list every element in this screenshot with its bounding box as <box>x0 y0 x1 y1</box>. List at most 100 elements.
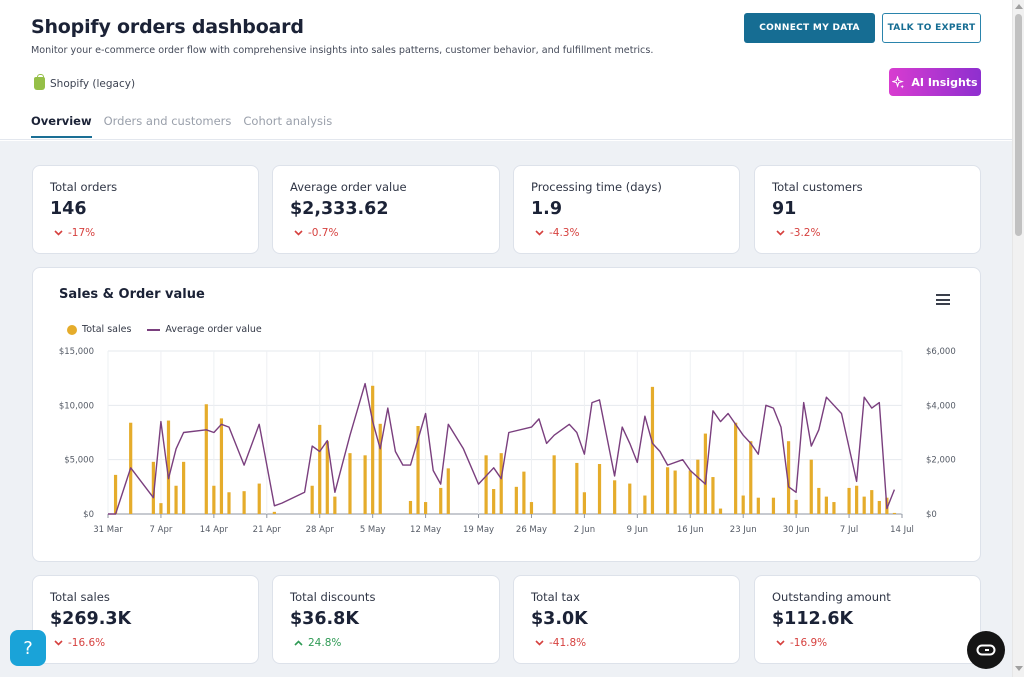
legend-label: Total sales <box>82 324 132 335</box>
y-left-tick-label: $15,000 <box>59 347 94 357</box>
scroll-up-arrow-icon[interactable] <box>1015 4 1023 9</box>
sales-bar <box>847 487 851 514</box>
sales-bar <box>257 483 261 514</box>
page-title: Shopify orders dashboard <box>31 16 304 38</box>
sales-bar <box>597 464 602 514</box>
kpi-delta: -16.9% <box>776 637 827 649</box>
kpi-label: Total tax <box>531 590 580 604</box>
sales-bar <box>416 425 420 514</box>
kpi-card-total-sales: Total sales $269.3K -16.6% <box>32 575 259 664</box>
ai-insights-label: AI Insights <box>911 75 978 89</box>
kpi-value: $3.0K <box>531 609 588 629</box>
kpi-delta-value: -4.3% <box>549 227 580 239</box>
x-tick-label: 31 Mar <box>93 525 123 535</box>
data-source[interactable]: Shopify (legacy) <box>34 74 135 90</box>
kpi-value: $2,333.62 <box>290 199 389 219</box>
legend-item-average-order-value[interactable]: Average order value <box>147 324 262 335</box>
average-order-value-line <box>108 382 896 515</box>
sales-bar <box>310 485 314 514</box>
kpi-label: Total orders <box>50 180 118 194</box>
kpi-delta-value: -16.6% <box>68 637 106 649</box>
sales-bar <box>794 499 798 514</box>
kpi-delta: -4.3% <box>535 227 579 239</box>
y-left-tick-label: $10,000 <box>59 401 94 411</box>
chevron-down-icon <box>776 640 785 646</box>
kpi-label: Average order value <box>290 180 407 194</box>
kpi-card-total-customers: Total customers 91 -3.2% <box>754 165 981 254</box>
x-tick-label: 14 Apr <box>200 525 229 535</box>
chevron-down-icon <box>535 230 544 236</box>
kpi-delta: -0.7% <box>294 227 338 239</box>
sales-bar <box>439 487 443 514</box>
tab-orders-and-customers[interactable]: Orders and customers <box>103 114 232 128</box>
kpi-card-outstanding-amount: Outstanding amount $112.6K -16.9% <box>754 575 981 664</box>
sales-bar <box>688 470 692 514</box>
chevron-down-icon <box>54 230 63 236</box>
sales-bar <box>113 474 118 514</box>
sales-order-value-chart: $0 $5,000 $10,000 $15,000 $0 $2,000 $4,000 $6,0… <box>59 347 956 535</box>
scrollbar-thumb[interactable] <box>1015 14 1022 236</box>
kpi-card-total-tax: Total tax $3.0K -41.8% <box>513 575 740 664</box>
sales-bar <box>696 459 700 514</box>
sales-bar <box>832 502 836 514</box>
sales-bar <box>522 471 526 514</box>
sales-bar <box>809 459 813 514</box>
chat-infinity-icon <box>976 644 996 656</box>
sales-bar <box>855 485 859 514</box>
sales-bar <box>718 508 723 514</box>
chat-button[interactable] <box>967 631 1005 669</box>
x-tick-label: 14 Jul <box>890 525 914 535</box>
page-subtitle: Monitor your e-commerce order flow with … <box>31 45 654 56</box>
sales-bar <box>862 496 866 514</box>
kpi-delta: -17% <box>54 227 95 239</box>
shopify-bag-icon <box>34 74 45 90</box>
sales-bar <box>529 502 534 514</box>
connect-my-data-button[interactable]: CONNECT MY DATA <box>744 13 875 43</box>
sales-bar <box>378 423 382 514</box>
y-right-tick-label: $4,000 <box>926 401 956 411</box>
tab-overview[interactable]: Overview <box>31 114 92 138</box>
kpi-delta-value: -41.8% <box>549 637 587 649</box>
chevron-down-icon <box>776 230 785 236</box>
x-tick-label: 9 Jun <box>627 525 648 535</box>
scroll-down-arrow-icon[interactable] <box>1015 666 1023 671</box>
kpi-card-processing-time: Processing time (days) 1.9 -4.3% <box>513 165 740 254</box>
help-button[interactable]: ? <box>10 630 46 666</box>
page-scrollbar[interactable] <box>1012 0 1024 677</box>
chart-menu-icon[interactable] <box>936 294 950 305</box>
y-left-tick-label: $0 <box>83 510 94 520</box>
sales-order-value-chart-card: $0 $5,000 $10,000 $15,000 $0 $2,000 $4,000 $6,0… <box>32 267 981 562</box>
sales-bar <box>514 486 518 514</box>
x-tick-label: 7 Apr <box>150 525 173 535</box>
y-right-tick-label: $0 <box>926 510 937 520</box>
sales-bar <box>877 500 881 514</box>
sales-bar <box>159 503 163 514</box>
kpi-label: Total sales <box>50 590 110 604</box>
x-tick-label: 23 Jun <box>730 525 757 535</box>
ai-insights-button[interactable]: AI Insights <box>889 68 981 96</box>
kpi-label: Processing time (days) <box>531 180 662 194</box>
legend-item-total-sales[interactable]: Total sales <box>67 324 131 335</box>
sales-bar <box>628 483 632 514</box>
sales-bar <box>204 404 208 514</box>
tab-cohort-analysis[interactable]: Cohort analysis <box>243 114 333 128</box>
sales-bar <box>613 480 617 514</box>
kpi-value: $269.3K <box>50 609 132 629</box>
sparkle-icon <box>892 75 905 89</box>
x-tick-label: 2 Jun <box>574 525 595 535</box>
sales-bar <box>650 386 655 514</box>
kpi-delta-value: -16.9% <box>790 637 828 649</box>
sales-bar <box>446 468 450 514</box>
x-tick-label: 30 Jun <box>783 525 810 535</box>
x-tick-label: 26 May <box>516 525 547 535</box>
sales-bar <box>424 502 428 514</box>
sales-bar <box>333 496 337 514</box>
kpi-label: Outstanding amount <box>772 590 891 604</box>
kpi-delta-value: 24.8% <box>308 637 342 649</box>
kpi-delta: 24.8% <box>294 637 341 649</box>
sales-bar <box>151 461 155 514</box>
talk-to-expert-button[interactable]: TALK TO EXPERT <box>882 13 981 43</box>
sales-bar <box>786 441 791 514</box>
chevron-down-icon <box>54 640 63 646</box>
x-tick-label: 12 May <box>410 525 441 535</box>
